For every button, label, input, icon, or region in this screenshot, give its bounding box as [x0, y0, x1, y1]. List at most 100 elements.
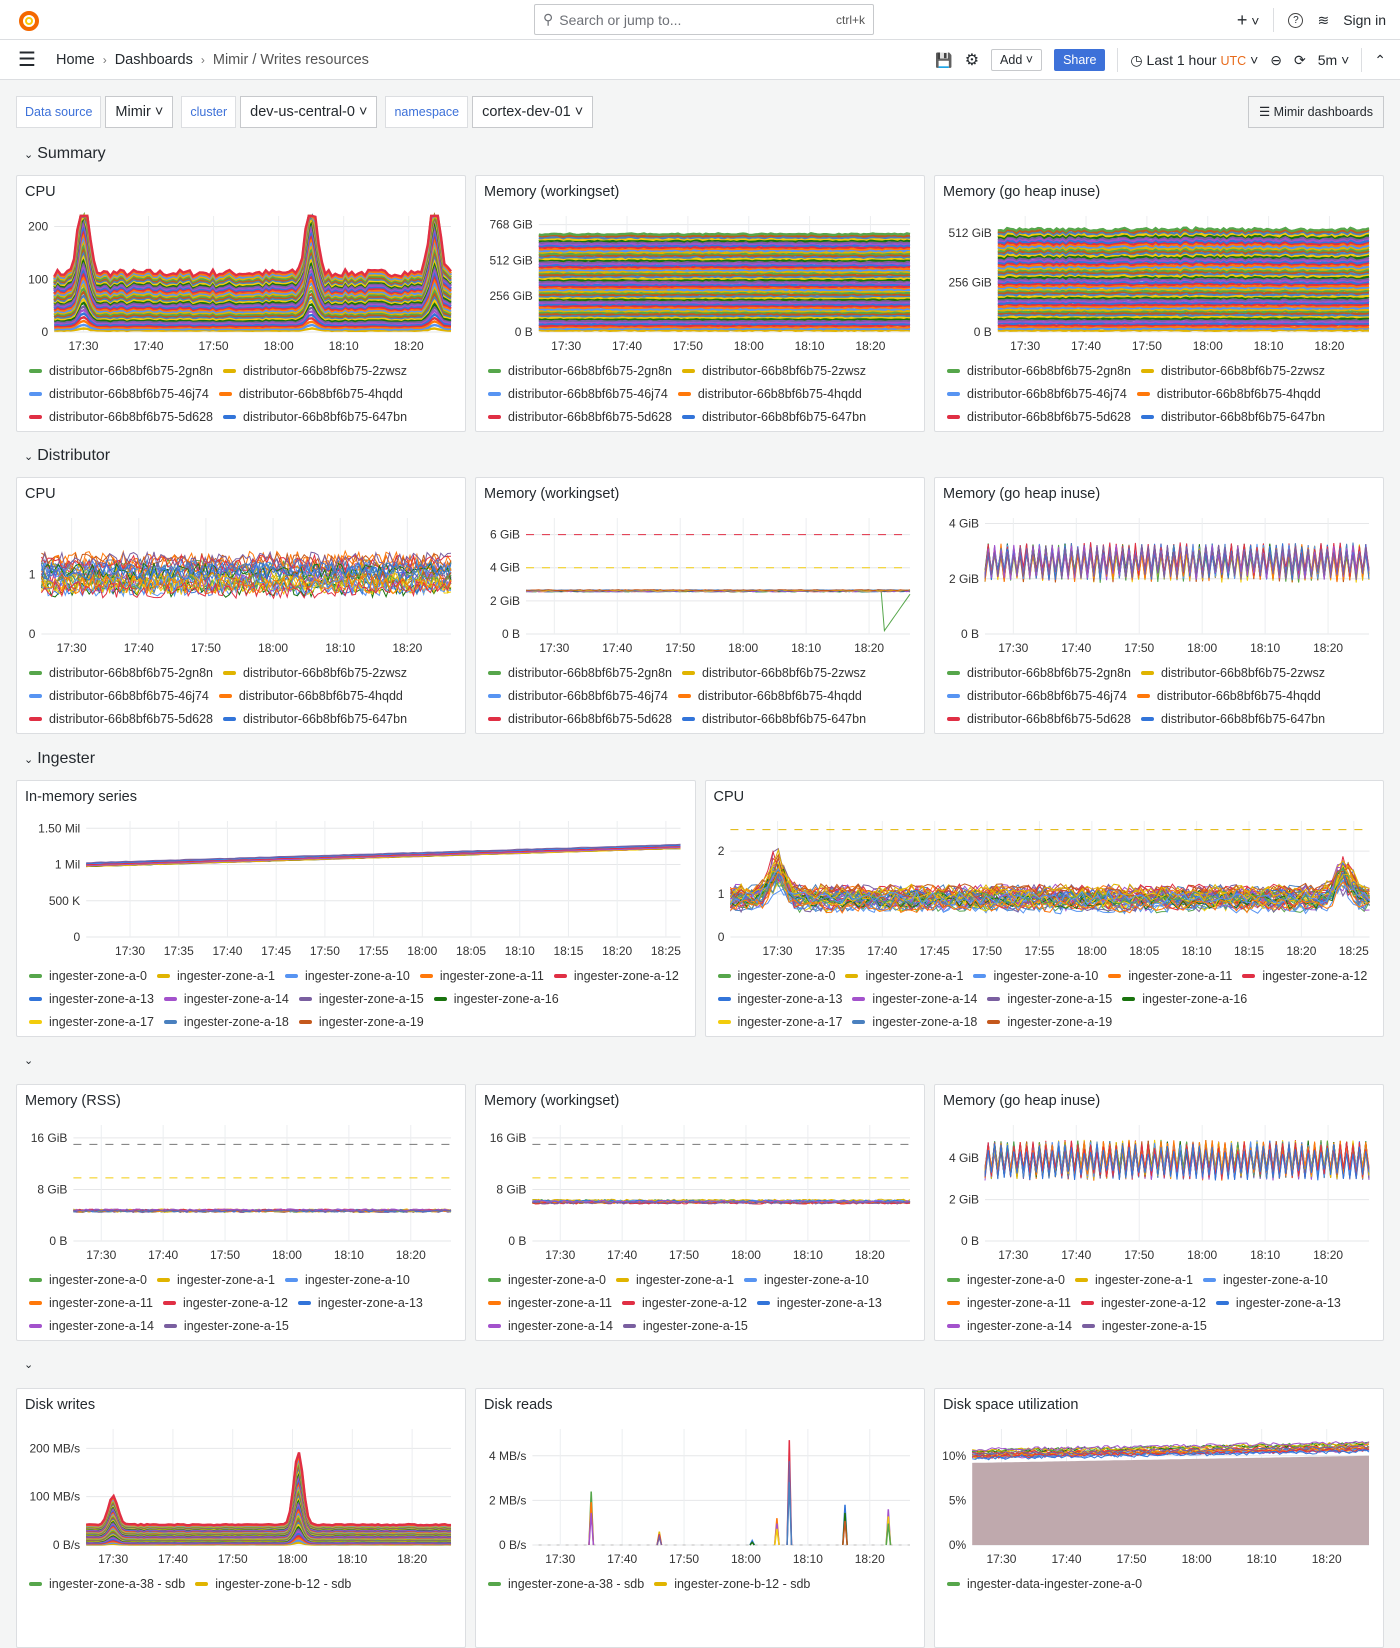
legend-item[interactable]: distributor-66b8bf6b75-4hqdd: [218, 687, 403, 704]
chart[interactable]: 0 100 200 17:30 17:40 17:50 18:00 18:10 18:20: [21, 212, 459, 356]
legend-item[interactable]: distributor-66b8bf6b75-2zwsz: [1141, 664, 1325, 681]
namespace-select[interactable]: cortex-dev-01 ˅: [472, 96, 594, 128]
legend-item[interactable]: ingester-zone-a-0: [29, 1271, 147, 1288]
new-button[interactable]: + ˅: [1236, 9, 1260, 30]
legend-item[interactable]: ingester-zone-a-15: [622, 1317, 748, 1334]
panel-memory-workingset[interactable]: Memory (workingset) 0 B 2 GiB 4 GiB 6 GiB 17:…: [475, 477, 925, 734]
chart[interactable]: 0 B/s 100 MB/s 200 MB/s 17:30 17:40 17:50 18:0…: [21, 1425, 459, 1569]
legend-item[interactable]: distributor-66b8bf6b75-5d628: [947, 710, 1131, 727]
legend-item[interactable]: ingester-zone-a-18: [163, 1013, 289, 1030]
legend-item[interactable]: distributor-66b8bf6b75-46j74: [947, 687, 1127, 704]
share-button[interactable]: Share: [1054, 49, 1106, 71]
legend-item[interactable]: distributor-66b8bf6b75-647bn: [223, 408, 407, 425]
chart[interactable]: 0 B/s 2 MB/s 4 MB/s 17:30 17:40 17:50 18:00 18:…: [480, 1425, 918, 1569]
chart[interactable]: 0 B 8 GiB 16 GiB 17:30 17:40 17:50 18:00 18:10 1…: [480, 1121, 918, 1265]
legend-item[interactable]: ingester-zone-b-12 - sdb: [654, 1575, 810, 1592]
legend-item[interactable]: distributor-66b8bf6b75-5d628: [947, 408, 1131, 425]
refresh-interval-select[interactable]: 5m ˅: [1317, 52, 1350, 68]
legend-item[interactable]: ingester-zone-a-1: [845, 967, 963, 984]
legend-item[interactable]: ingester-zone-a-10: [284, 967, 410, 984]
legend-item[interactable]: ingester-zone-a-11: [29, 1294, 153, 1311]
legend-item[interactable]: ingester-zone-a-12: [163, 1294, 288, 1311]
legend-item[interactable]: ingester-zone-a-12: [1081, 1294, 1206, 1311]
legend-item[interactable]: ingester-zone-a-11: [419, 967, 544, 984]
legend-item[interactable]: distributor-66b8bf6b75-647bn: [223, 710, 407, 727]
legend-item[interactable]: ingester-zone-a-13: [1215, 1294, 1341, 1311]
legend-item[interactable]: distributor-66b8bf6b75-46j74: [29, 687, 209, 704]
legend-item[interactable]: distributor-66b8bf6b75-4hqdd: [1136, 385, 1321, 402]
legend-item[interactable]: ingester-zone-b-12 - sdb: [195, 1575, 351, 1592]
legend-item[interactable]: ingester-zone-a-19: [987, 1013, 1112, 1030]
panel-memory-rss[interactable]: Memory (RSS) 0 B 8 GiB 16 GiB 17:30 17:40 17:5…: [16, 1084, 466, 1341]
save-icon[interactable]: 💾: [935, 51, 953, 68]
legend-item[interactable]: ingester-zone-a-14: [29, 1317, 154, 1334]
panel-memory-go-heap-inuse[interactable]: Memory (go heap inuse) 0 B 2 GiB 4 GiB 17:30…: [934, 477, 1384, 734]
legend-item[interactable]: distributor-66b8bf6b75-2zwsz: [1141, 362, 1325, 379]
chart[interactable]: 0 B 2 GiB 4 GiB 17:30 17:40 17:50 18:00 18:10 18…: [939, 1121, 1377, 1265]
legend-item[interactable]: distributor-66b8bf6b75-5d628: [488, 710, 672, 727]
panel-memory-workingset[interactable]: Memory (workingset) 0 B 8 GiB 16 GiB 17:30 17…: [475, 1084, 925, 1341]
help-icon[interactable]: ?: [1288, 12, 1304, 28]
legend-item[interactable]: ingester-zone-a-10: [284, 1271, 410, 1288]
legend-item[interactable]: distributor-66b8bf6b75-2gn8n: [29, 362, 213, 379]
legend-item[interactable]: ingester-zone-a-0: [29, 967, 147, 984]
legend-item[interactable]: ingester-zone-a-17: [717, 1013, 842, 1030]
time-picker[interactable]: ◷ Last 1 hour UTC ˅: [1130, 51, 1259, 68]
legend-item[interactable]: ingester-zone-a-10: [973, 967, 1098, 984]
chart[interactable]: 0 B 256 GiB 512 GiB 17:30 17:40 17:50 18:00 18:…: [939, 212, 1377, 356]
legend-item[interactable]: distributor-66b8bf6b75-2gn8n: [488, 362, 672, 379]
panel-cpu[interactable]: CPU 0 1 2 17:30 17:35 17:40 17:45 17:50 17:55 18:0…: [704, 780, 1384, 1037]
legend-item[interactable]: distributor-66b8bf6b75-4hqdd: [677, 687, 862, 704]
legend-item[interactable]: ingester-zone-a-18: [852, 1013, 977, 1030]
legend-item[interactable]: ingester-zone-a-12: [622, 1294, 747, 1311]
chart[interactable]: 0% 5% 10% 17:30 17:40 17:50 18:00 18:10 18:20: [939, 1425, 1377, 1569]
legend-item[interactable]: distributor-66b8bf6b75-2zwsz: [223, 664, 407, 681]
breadcrumb-home[interactable]: Home: [56, 51, 95, 68]
legend-item[interactable]: distributor-66b8bf6b75-647bn: [682, 710, 866, 727]
legend-item[interactable]: ingester-zone-a-15: [987, 990, 1112, 1007]
legend-item[interactable]: distributor-66b8bf6b75-2zwsz: [682, 362, 866, 379]
legend-item[interactable]: ingester-zone-a-12: [553, 967, 679, 984]
legend-item[interactable]: ingester-zone-a-1: [156, 1271, 275, 1288]
legend-item[interactable]: ingester-zone-a-1: [615, 1271, 734, 1288]
grafana-logo-icon[interactable]: [18, 8, 40, 32]
panel-in-memory-series[interactable]: In-memory series 0 500 K 1 Mil 1.50 Mil 17:30…: [16, 780, 696, 1037]
legend-item[interactable]: ingester-zone-a-12: [1242, 967, 1367, 984]
legend-item[interactable]: ingester-zone-a-0: [717, 967, 835, 984]
panel-disk-space-utilization[interactable]: Disk space utilization 0% 5% 10% 17:30 17:40 1…: [934, 1388, 1384, 1648]
chart[interactable]: 0 B 2 GiB 4 GiB 17:30 17:40 17:50 18:00 18:10 18…: [939, 514, 1377, 658]
legend-item[interactable]: ingester-zone-a-14: [852, 990, 977, 1007]
legend-item[interactable]: ingester-zone-a-16: [1122, 990, 1247, 1007]
legend-item[interactable]: distributor-66b8bf6b75-647bn: [1141, 408, 1325, 425]
legend-item[interactable]: ingester-zone-a-14: [947, 1317, 1072, 1334]
legend-item[interactable]: distributor-66b8bf6b75-2gn8n: [488, 664, 672, 681]
legend-item[interactable]: ingester-zone-a-14: [488, 1317, 613, 1334]
legend-item[interactable]: distributor-66b8bf6b75-46j74: [29, 385, 209, 402]
legend-item[interactable]: distributor-66b8bf6b75-5d628: [488, 408, 672, 425]
rss-icon[interactable]: ≋: [1317, 11, 1330, 28]
cluster-select[interactable]: dev-us-central-0 ˅: [240, 96, 378, 128]
legend-item[interactable]: distributor-66b8bf6b75-4hqdd: [218, 385, 403, 402]
legend-item[interactable]: distributor-66b8bf6b75-2gn8n: [29, 664, 213, 681]
chart[interactable]: 0 B 2 GiB 4 GiB 6 GiB 17:30 17:40 17:50 18:00 18…: [480, 514, 918, 658]
legend-item[interactable]: ingester-zone-a-1: [156, 967, 275, 984]
legend-item[interactable]: ingester-zone-a-15: [1081, 1317, 1207, 1334]
row-header[interactable]: ⌄ Distributor: [24, 447, 110, 465]
legend-item[interactable]: ingester-zone-a-1: [1074, 1271, 1193, 1288]
legend-item[interactable]: ingester-zone-a-11: [1108, 967, 1232, 984]
legend-item[interactable]: distributor-66b8bf6b75-2zwsz: [223, 362, 407, 379]
legend-item[interactable]: ingester-zone-a-17: [29, 1013, 154, 1030]
row-header[interactable]: ⌄ Summary: [24, 145, 106, 163]
legend-item[interactable]: ingester-zone-a-13: [29, 990, 154, 1007]
row-header[interactable]: ⌄: [24, 1358, 37, 1371]
chart[interactable]: 0 B 8 GiB 16 GiB 17:30 17:40 17:50 18:00 18:10 1…: [21, 1121, 459, 1265]
panel-memory-go-heap-inuse[interactable]: Memory (go heap inuse) 0 B 256 GiB 512 GiB 1…: [934, 175, 1384, 432]
zoom-out-icon[interactable]: ⊖: [1270, 51, 1282, 68]
chart[interactable]: 0 B 256 GiB 512 GiB 768 GiB 17:30 17:40 17:50 1…: [480, 212, 918, 356]
legend-item[interactable]: ingester-zone-a-11: [488, 1294, 612, 1311]
legend-item[interactable]: distributor-66b8bf6b75-46j74: [488, 687, 668, 704]
legend-item[interactable]: ingester-zone-a-38 - sdb: [488, 1575, 644, 1592]
chart[interactable]: 0 500 K 1 Mil 1.50 Mil 17:30 17:35 17:40 17:45 1…: [21, 817, 689, 961]
legend-item[interactable]: ingester-zone-a-15: [298, 990, 424, 1007]
legend-item[interactable]: ingester-zone-a-13: [717, 990, 842, 1007]
